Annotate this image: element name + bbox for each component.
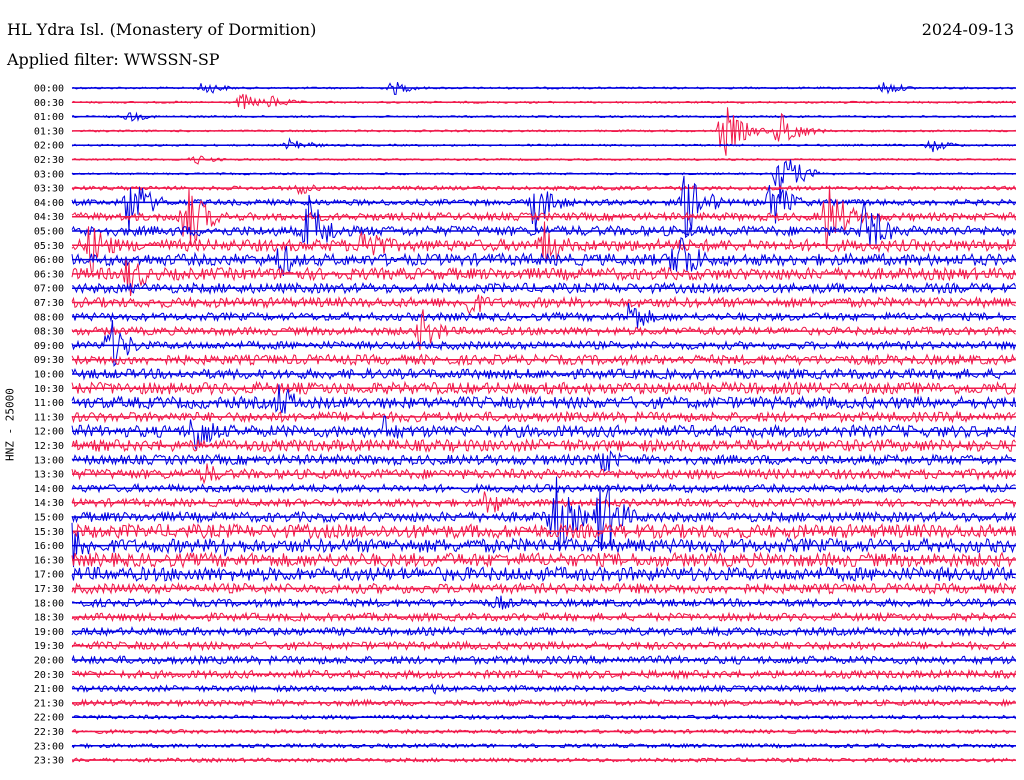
trace-row-0730 [71, 294, 1016, 316]
date-label: 2024-09-13 [921, 20, 1014, 39]
tick-label-0330: 03:30 [34, 184, 64, 195]
tick-label-2030: 20:30 [34, 670, 64, 681]
tick-label-0300: 03:00 [34, 169, 64, 180]
tick-label-1700: 17:00 [34, 570, 64, 581]
trace-row-1100 [71, 384, 1016, 414]
tick-label-0500: 05:00 [34, 227, 64, 238]
tick-label-1900: 19:00 [34, 627, 64, 638]
tick-label-0030: 00:30 [34, 98, 64, 109]
trace-group [71, 82, 1016, 764]
tick-label-1030: 10:30 [34, 384, 64, 395]
trace-row-0830 [71, 309, 1016, 351]
tick-label-0130: 01:30 [34, 126, 64, 137]
tick-label-2100: 21:00 [34, 684, 64, 695]
tick-label-1830: 18:30 [34, 613, 64, 624]
tick-label-0700: 07:00 [34, 284, 64, 295]
tick-label-1000: 10:00 [34, 370, 64, 381]
tick-label-0900: 09:00 [34, 341, 64, 352]
tick-label-1400: 14:00 [34, 484, 64, 495]
tick-label-0200: 02:00 [34, 141, 64, 152]
tick-label-0000: 00:00 [34, 84, 64, 95]
tick-label-1230: 12:30 [34, 441, 64, 452]
tick-label-1430: 14:30 [34, 498, 64, 509]
trace-row-0530 [71, 221, 1016, 274]
trace-row-0300 [71, 159, 1016, 199]
tick-label-0400: 04:00 [34, 198, 64, 209]
y-axis-label: HNZ - 25000 [3, 388, 17, 461]
tick-label-0100: 01:00 [34, 112, 64, 123]
tick-label-1800: 18:00 [34, 598, 64, 609]
tick-label-0530: 05:30 [34, 241, 64, 252]
tick-label-0730: 07:30 [34, 298, 64, 309]
trace-row-0430 [71, 185, 1016, 250]
trace-row-1330 [71, 463, 1016, 485]
trace-row-0600 [71, 237, 1016, 276]
trace-row-0330 [71, 184, 1016, 196]
tick-label-0930: 09:30 [34, 355, 64, 366]
tick-label-1630: 16:30 [34, 555, 64, 566]
tick-label-0600: 06:00 [34, 255, 64, 266]
tick-label-2230: 22:30 [34, 727, 64, 738]
tick-label-2300: 23:00 [34, 741, 64, 752]
trace-row-2030 [71, 668, 1016, 681]
tick-label-2200: 22:00 [34, 713, 64, 724]
tick-label-1600: 16:00 [34, 541, 64, 552]
tick-label-1500: 15:00 [34, 513, 64, 524]
station-title: HL Ydra Isl. (Monastery of Dormition) [7, 20, 317, 39]
tick-label-2000: 20:00 [34, 656, 64, 667]
tick-label-2330: 23:30 [34, 756, 64, 767]
tick-label-1100: 11:00 [34, 398, 64, 409]
tick-label-0800: 08:00 [34, 312, 64, 323]
filter-label: Applied filter: WWSSN-SP [7, 50, 220, 69]
trace-row-0030 [71, 93, 1016, 109]
tick-label-1300: 13:00 [34, 455, 64, 466]
tick-label-1530: 15:30 [34, 527, 64, 538]
tick-label-0630: 06:30 [34, 269, 64, 280]
tick-label-0830: 08:30 [34, 327, 64, 338]
trace-row-1930 [71, 639, 1016, 652]
tick-label-group: 00:00 00:30 01:00 01:30 02:00 02:30 03:00 03:30… [34, 84, 64, 767]
trace-row-1800 [71, 595, 1016, 610]
trace-row-1530 [71, 522, 1016, 540]
trace-row-1230 [71, 437, 1016, 454]
tick-label-1130: 11:30 [34, 412, 64, 423]
tick-label-1200: 12:00 [34, 427, 64, 438]
trace-row-0400 [71, 175, 1016, 239]
tick-label-1730: 17:30 [34, 584, 64, 595]
trace-row-1500 [71, 476, 1016, 551]
tick-label-0430: 04:30 [34, 212, 64, 223]
tick-label-1930: 19:30 [34, 641, 64, 652]
tick-label-2130: 21:30 [34, 698, 64, 709]
tick-label-1330: 13:30 [34, 470, 64, 481]
tick-label-0230: 02:30 [34, 155, 64, 166]
trace-row-0800 [71, 303, 1016, 329]
trace-row-1700 [71, 565, 1016, 583]
